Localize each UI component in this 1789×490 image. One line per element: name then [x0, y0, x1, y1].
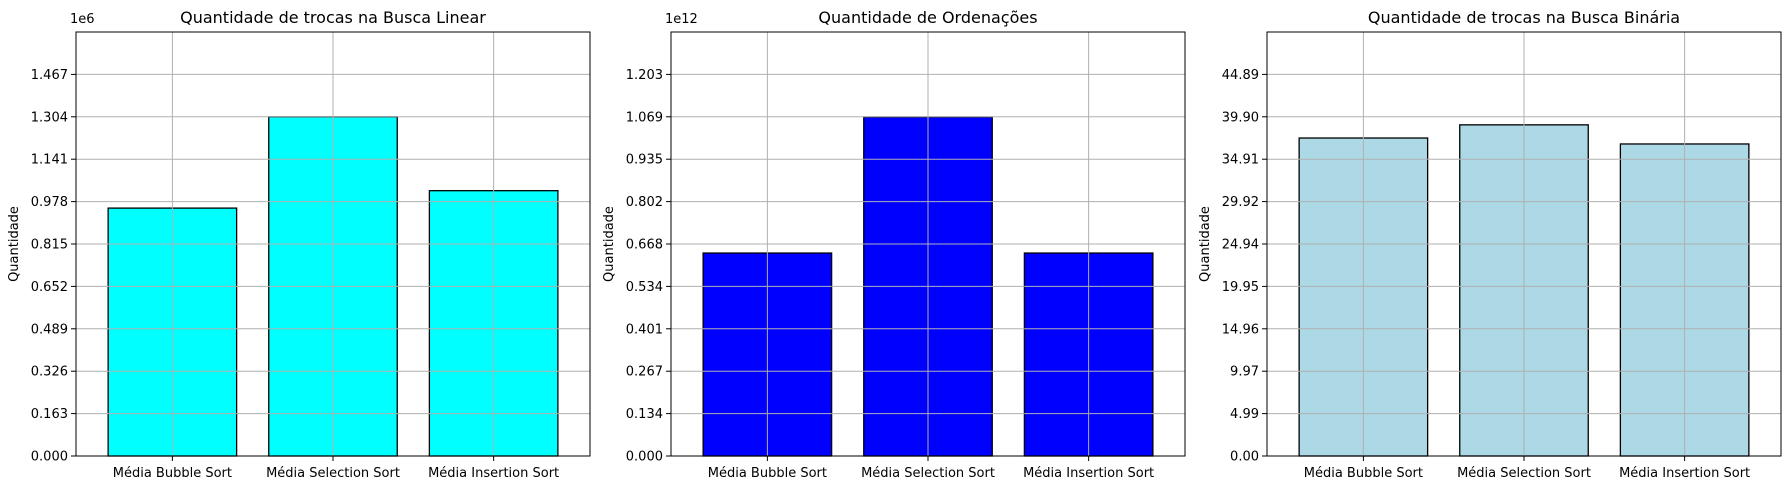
y-axis-label: Quantidade: [7, 206, 22, 282]
y-offset-text: 1e12: [665, 12, 698, 27]
x-tick-label: Média Selection Sort: [1457, 466, 1591, 481]
chart-panel-2: 0.000 0.134 0.267 0.401 0.534 0.668 0.802 0.935…: [602, 8, 1186, 481]
y-tick-label: 9.97: [1230, 365, 1259, 380]
y-tick-label: 29.92: [1222, 195, 1259, 210]
y-tick-label: 0.815: [31, 238, 68, 253]
y-tick-label: 0.000: [31, 450, 68, 465]
y-tick-label: 0.267: [626, 365, 663, 380]
chart-title: Quantidade de trocas na Busca Binária: [1368, 8, 1680, 27]
chart-title: Quantidade de Ordenações: [818, 8, 1037, 27]
chart-title: Quantidade de trocas na Busca Linear: [180, 8, 486, 27]
y-axis-label: Quantidade: [1198, 206, 1213, 282]
axes-frame: [1266, 31, 1782, 457]
x-tick-label: Média Insertion Sort: [428, 466, 559, 481]
x-tick-label: Média Insertion Sort: [1619, 466, 1750, 481]
y-tick-label: 0.802: [626, 195, 663, 210]
x-tick-label: Média Insertion Sort: [1023, 466, 1154, 481]
y-tick-label: 0.134: [626, 407, 663, 422]
y-tick-label: 34.91: [1222, 153, 1259, 168]
y-axis-label: Quantidade: [602, 206, 617, 282]
y-offset-text: 1e6: [70, 12, 95, 27]
y-tick-label: 14.96: [1222, 322, 1259, 337]
y-tick-label: 1.203: [626, 68, 663, 83]
x-tick-label: Média Selection Sort: [861, 466, 995, 481]
x-tick-label: Média Selection Sort: [266, 466, 400, 481]
y-tick-label: 0.000: [626, 450, 663, 465]
chart-panel-1: 0.000 0.163 0.326 0.489 0.652 0.815 0.978 1.141…: [7, 8, 591, 481]
y-tick-label: 24.94: [1222, 238, 1259, 253]
y-tick-label: 44.89: [1222, 68, 1259, 83]
y-tick-label: 0.652: [31, 280, 68, 295]
y-tick-label: 0.489: [31, 322, 68, 337]
y-tick-label: 19.95: [1222, 280, 1259, 295]
y-tick-label: 0.401: [626, 322, 663, 337]
chart-panel-3: 0.00 4.99 9.97 14.96 19.95 24.94 29.92 34.91 39.…: [1198, 8, 1782, 481]
y-tick-label: 1.467: [31, 68, 68, 83]
y-tick-label: 1.069: [626, 110, 663, 125]
x-tick-label: Média Bubble Sort: [113, 466, 232, 481]
y-tick-label: 0.935: [626, 153, 663, 168]
axes-frame: [75, 31, 591, 457]
y-tick-label: 1.304: [31, 110, 68, 125]
y-tick-label: 1.141: [31, 153, 68, 168]
y-tick-label: 0.326: [31, 365, 68, 380]
y-tick-label: 0.978: [31, 195, 68, 210]
axes-frame: [670, 31, 1186, 457]
y-tick-label: 0.668: [626, 238, 663, 253]
y-tick-label: 0.00: [1230, 450, 1259, 465]
y-tick-label: 4.99: [1230, 407, 1259, 422]
y-tick-label: 0.534: [626, 280, 663, 295]
x-tick-label: Média Bubble Sort: [708, 466, 827, 481]
x-tick-label: Média Bubble Sort: [1304, 466, 1423, 481]
y-tick-label: 0.163: [31, 407, 68, 422]
y-tick-label: 39.90: [1222, 110, 1259, 125]
